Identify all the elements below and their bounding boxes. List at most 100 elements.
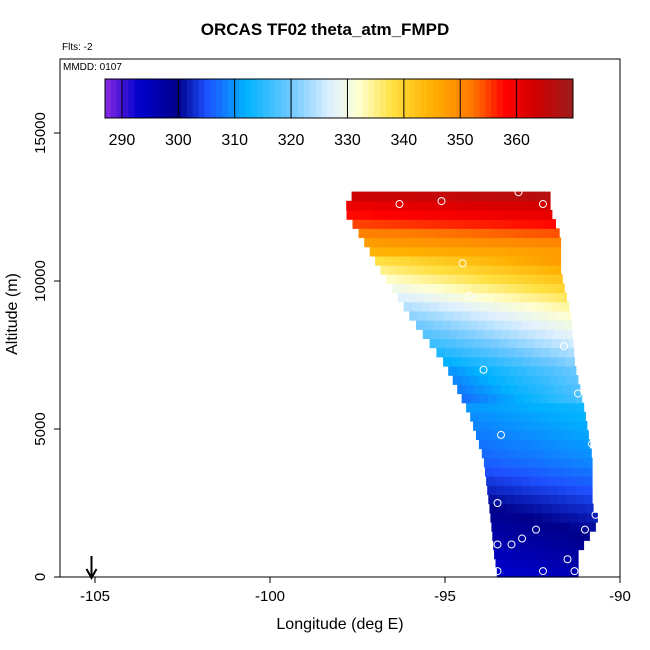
heatmap-cell — [504, 237, 514, 248]
heatmap-cell — [351, 191, 361, 202]
heatmap-cell — [562, 366, 572, 376]
measurement-point — [395, 200, 404, 209]
heatmap-cell — [433, 320, 443, 330]
heatmap-cell — [442, 200, 452, 211]
heatmap-cell — [369, 191, 379, 202]
heatmap-cell — [510, 457, 520, 468]
heatmap-cell — [451, 210, 461, 220]
heatmap-cell — [522, 485, 532, 495]
heatmap-cell — [446, 228, 456, 239]
heatmap-cell — [543, 521, 554, 532]
heatmap-cell — [522, 393, 533, 404]
heatmap-cell — [429, 301, 440, 312]
heatmap-cell — [575, 393, 583, 404]
heatmap-cell — [554, 540, 564, 551]
heatmap-cell — [500, 521, 510, 532]
heatmap-cell — [483, 457, 494, 468]
colorbar-segment — [491, 79, 498, 118]
heatmap-cell — [573, 476, 583, 486]
heatmap-cell — [367, 228, 377, 239]
flights-note: Flts: -2 — [62, 42, 93, 53]
heatmap-cell — [548, 485, 558, 495]
heatmap-cell — [565, 485, 576, 495]
heatmap-cell — [537, 466, 547, 477]
measurement-point — [465, 291, 474, 300]
heatmap-cell — [535, 246, 546, 257]
heatmap-cell — [424, 292, 434, 303]
heatmap-cell — [444, 310, 454, 321]
heatmap-cell — [565, 558, 575, 569]
x-tick-label: -95 — [434, 588, 456, 605]
heatmap-cell — [540, 567, 550, 578]
heatmap-cell — [521, 237, 531, 248]
measurement-point — [479, 365, 488, 374]
heatmap-cell — [463, 228, 473, 239]
x-tick-label: -105 — [80, 588, 110, 605]
heatmap-cell — [527, 457, 537, 468]
heatmap-cell — [586, 448, 592, 459]
heatmap-cell — [536, 402, 546, 413]
heatmap-cell — [535, 274, 545, 284]
heatmap-cell — [545, 540, 555, 551]
colorbar-segment — [508, 79, 515, 118]
heatmap-cell — [503, 200, 514, 211]
heatmap-cell — [496, 393, 506, 404]
heatmap-cell — [472, 228, 482, 239]
heatmap-cell — [574, 485, 584, 495]
heatmap-cell — [586, 512, 596, 523]
colorbar-segment — [145, 79, 153, 118]
heatmap-cell — [422, 329, 433, 339]
colorbar-tick-label: 360 — [503, 132, 530, 149]
x-tick-label: -100 — [255, 588, 285, 605]
heatmap-cell — [403, 274, 413, 284]
heatmap-cell — [453, 310, 463, 321]
measurement-point — [497, 430, 505, 439]
heatmap-cell — [535, 384, 546, 395]
heatmap-cell — [536, 219, 546, 229]
colorbar-tick-label: 300 — [165, 132, 192, 149]
heatmap-cell — [484, 329, 494, 339]
heatmap-cell — [549, 494, 559, 505]
heatmap-cell — [428, 228, 438, 239]
colorbar-tick-label: 310 — [221, 132, 248, 149]
heatmap-cell — [486, 200, 496, 211]
colorbar-segment — [344, 79, 352, 118]
heatmap-cell — [555, 292, 565, 303]
heatmap-cell — [527, 384, 537, 395]
heatmap-cell — [535, 191, 545, 202]
colorbar-tick-label: 330 — [334, 132, 361, 149]
heatmap-cell — [515, 255, 525, 266]
heatmap-cell — [500, 274, 510, 284]
heatmap-cell — [499, 338, 509, 349]
heatmap-cell — [483, 219, 494, 229]
heatmap-cell — [492, 366, 502, 376]
heatmap-cell — [492, 531, 502, 541]
heatmap-cell — [484, 430, 494, 440]
heatmap-cell — [424, 320, 435, 330]
heatmap-cell — [478, 356, 488, 367]
heatmap-cell — [363, 200, 373, 211]
flight-marker — [85, 556, 98, 581]
heatmap-cell — [581, 430, 589, 440]
heatmap-cell — [493, 540, 503, 551]
heatmap-cell — [399, 237, 409, 248]
colorbar-segment — [198, 79, 205, 118]
heatmap-cell — [482, 338, 492, 349]
heatmap-cell — [508, 274, 518, 284]
heatmap-cell — [495, 237, 505, 248]
heatmap-cell — [523, 494, 533, 505]
heatmap-cell — [453, 283, 463, 294]
heatmap-cell — [477, 320, 487, 330]
heatmap-cell — [558, 283, 565, 294]
heatmap-cell — [591, 476, 593, 486]
heatmap-cell — [416, 210, 426, 220]
heatmap-cell — [425, 200, 435, 211]
heatmap-cell — [418, 310, 428, 321]
heatmap-cell — [496, 411, 506, 422]
heatmap-cell — [569, 338, 574, 349]
heatmap-cell — [352, 219, 362, 229]
heatmap-cell — [491, 274, 501, 284]
heatmap-cell — [563, 466, 574, 477]
heatmap-cell — [588, 531, 590, 541]
heatmap-cell — [582, 476, 592, 486]
